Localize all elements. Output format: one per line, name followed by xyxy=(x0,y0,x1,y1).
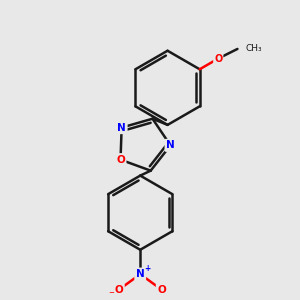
Text: O: O xyxy=(114,285,123,295)
Text: CH₃: CH₃ xyxy=(245,44,262,53)
Text: O: O xyxy=(214,53,222,64)
Text: N: N xyxy=(136,269,145,279)
Text: N: N xyxy=(117,123,126,133)
Text: O: O xyxy=(157,285,166,295)
Text: ⁻: ⁻ xyxy=(108,291,114,300)
Text: +: + xyxy=(144,264,150,273)
Text: N: N xyxy=(166,140,175,150)
Text: O: O xyxy=(116,155,125,165)
